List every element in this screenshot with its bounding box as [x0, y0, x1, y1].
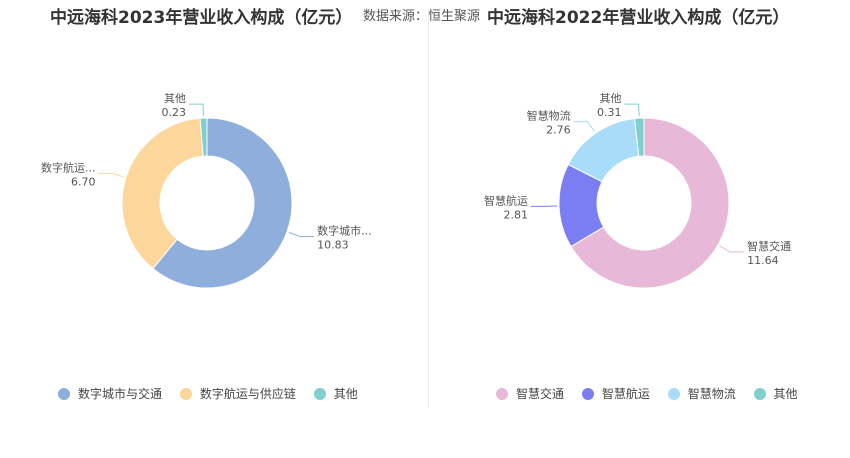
legend-label: 智慧物流 — [687, 387, 736, 401]
legend-swatch — [496, 387, 508, 400]
legend-label: 智慧交通 — [516, 387, 565, 401]
label-leader-line — [573, 121, 595, 132]
slice-value-label: 10.83 — [317, 238, 349, 251]
pie-slice[interactable] — [634, 117, 645, 157]
legend-swatch — [179, 387, 192, 400]
slice-label: 智慧物流 — [527, 109, 571, 123]
slice-label: 智慧航运 — [484, 193, 528, 207]
legend-swatch — [581, 387, 594, 400]
chart-title-2023: 中远海科2023年营业收入构成（亿元） — [50, 8, 353, 28]
legend-label: 其他 — [773, 387, 798, 401]
pie-slice[interactable] — [121, 117, 204, 270]
pie-slice[interactable] — [152, 117, 293, 289]
legend-label: 数字城市与交通 — [78, 387, 163, 401]
label-leader-line — [719, 245, 745, 253]
legend-2023: 数字城市与交通 数字航运与供应链 其他 — [58, 385, 372, 403]
legend-swatch — [58, 387, 70, 400]
label-leader-line — [288, 231, 315, 237]
slice-value-label: 2.76 — [546, 124, 571, 137]
data-source-label: 数据来源：恒生聚源 — [363, 9, 481, 24]
slice-value-label: 0.23 — [161, 106, 186, 119]
slice-label: 数字城市... — [317, 223, 372, 237]
chart-divider — [428, 8, 429, 408]
slice-value-label: 11.64 — [747, 254, 779, 267]
slice-value-label: 0.31 — [597, 106, 622, 119]
legend-label: 智慧航运 — [601, 387, 650, 401]
legend-label: 数字航运与供应链 — [199, 387, 296, 401]
legend-label: 其他 — [333, 387, 358, 401]
slice-value-label: 6.70 — [71, 175, 96, 188]
legend-swatch — [313, 387, 326, 400]
legend-2022: 智慧交通 智慧航运 智慧物流 其他 — [496, 385, 812, 403]
legend-swatch — [667, 387, 680, 400]
legend-item[interactable]: 智慧交通 — [496, 385, 564, 402]
label-leader-line — [188, 103, 204, 117]
legend-item[interactable]: 其他 — [313, 385, 358, 402]
slice-label: 其他 — [599, 92, 621, 105]
slice-label: 智慧交通 — [747, 239, 791, 253]
legend-item[interactable]: 智慧航运 — [581, 385, 650, 402]
pie-slice[interactable] — [570, 117, 730, 289]
legend-item[interactable]: 其他 — [753, 385, 798, 402]
legend-swatch — [753, 387, 766, 400]
slice-label: 数字航运... — [41, 160, 96, 174]
legend-item[interactable]: 数字城市与交通 — [58, 385, 162, 402]
slice-label: 其他 — [164, 92, 186, 105]
chart-title-2022: 中远海科2022年营业收入构成（亿元） — [487, 8, 790, 28]
label-leader-line — [624, 103, 640, 117]
legend-item[interactable]: 数字航运与供应链 — [179, 385, 296, 402]
legend-item[interactable]: 智慧物流 — [667, 385, 736, 402]
pie-slice[interactable] — [199, 117, 208, 157]
label-leader-line — [98, 172, 125, 178]
slice-value-label: 2.81 — [504, 208, 529, 221]
